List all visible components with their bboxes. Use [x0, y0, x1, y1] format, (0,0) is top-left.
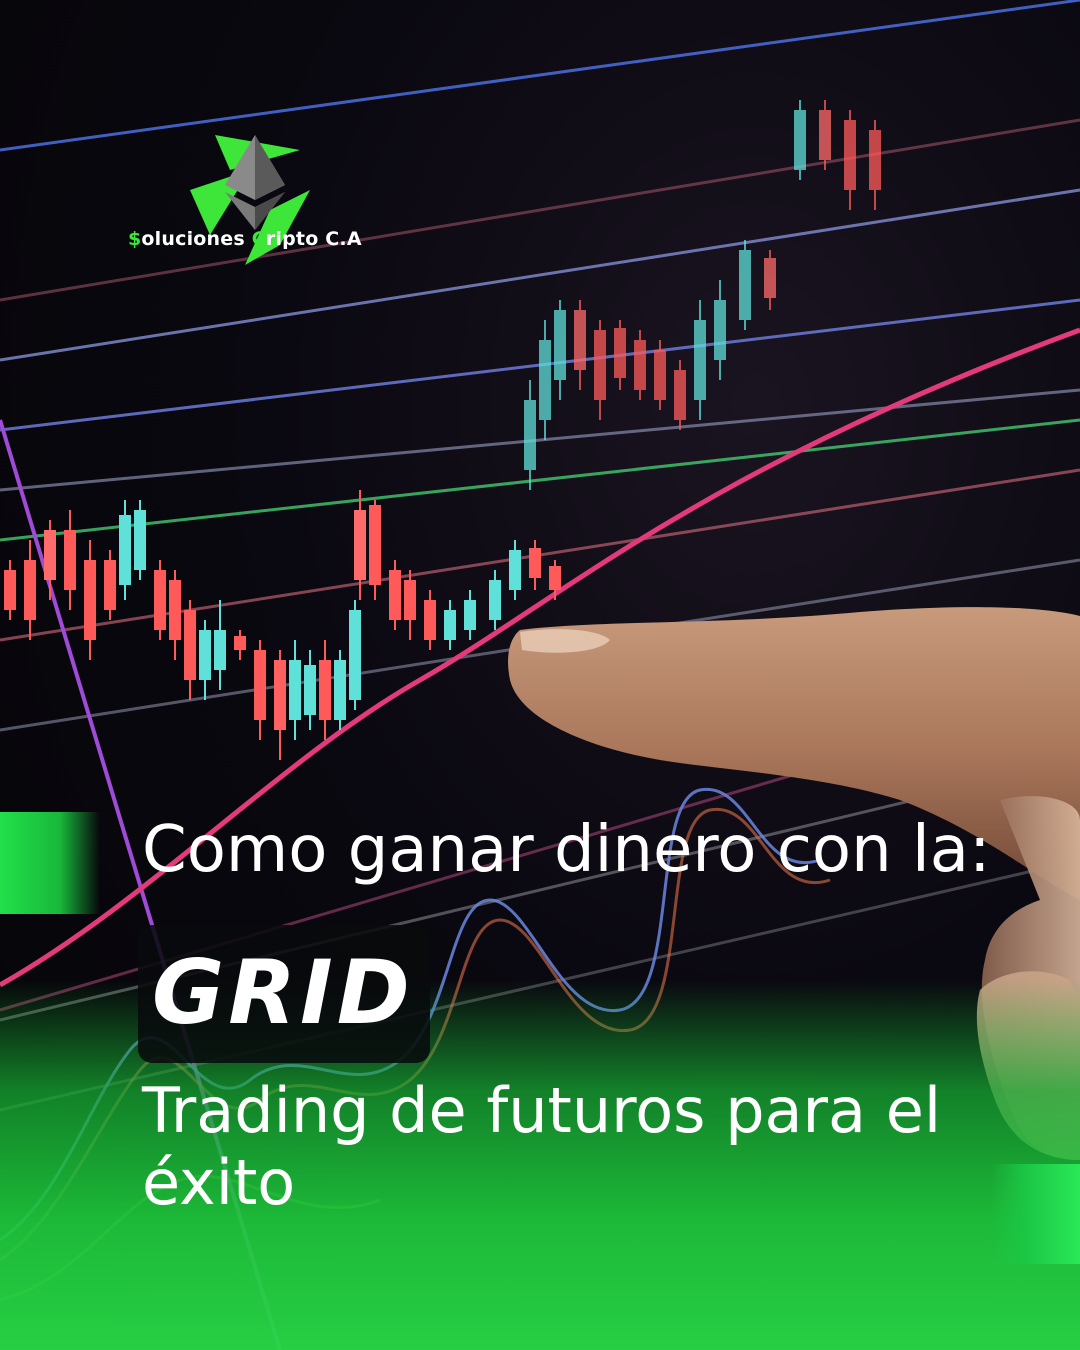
- brand-name: $oluciones Cripto C.A: [128, 228, 362, 250]
- headline: Como ganar dinero con la:: [142, 813, 991, 887]
- keyword-box: [138, 925, 430, 1063]
- candlesticks: [4, 100, 881, 760]
- brand-initial-c: C: [251, 228, 266, 250]
- subheadline: Trading de futuros para el éxito: [142, 1074, 942, 1219]
- right-green-accent-bar: [990, 1164, 1080, 1264]
- diamond-crypto-icon: [190, 135, 310, 265]
- keyword-grid: GRID: [152, 941, 414, 1044]
- moving-average-line: [0, 327, 1080, 988]
- brand-name-part1: oluciones: [141, 228, 252, 250]
- brand-initial-s: $: [128, 228, 142, 250]
- brand-name-part2: ripto C.A: [265, 228, 362, 250]
- left-green-accent-bar: [0, 812, 100, 914]
